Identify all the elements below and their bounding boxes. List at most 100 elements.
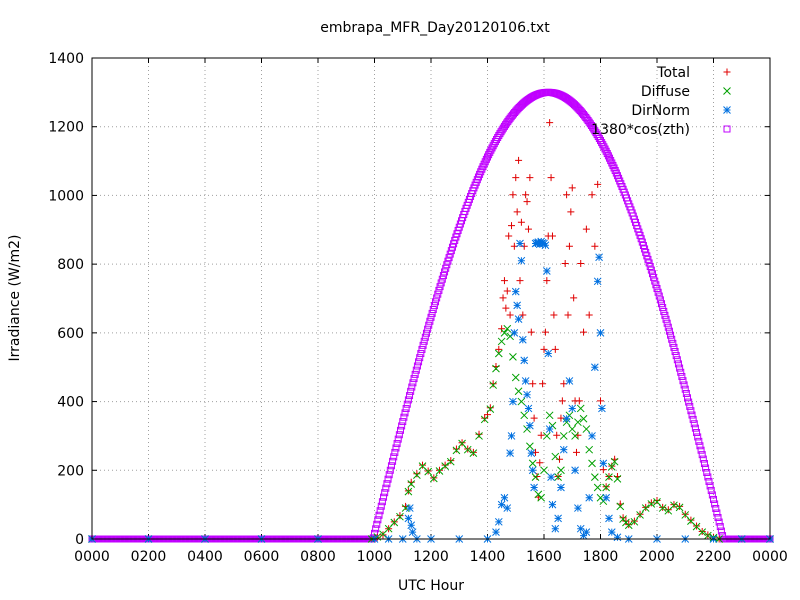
data-point xyxy=(559,445,568,454)
data-point xyxy=(411,370,419,378)
data-point xyxy=(469,449,478,457)
data-point xyxy=(526,442,534,451)
data-point xyxy=(644,255,652,263)
data-point xyxy=(406,392,414,400)
data-point xyxy=(593,483,602,492)
data-point xyxy=(506,311,514,319)
data-point xyxy=(630,517,639,526)
data-point xyxy=(648,270,656,278)
x-tick-label: 0200 xyxy=(131,549,167,565)
x-tick-label: 0800 xyxy=(300,549,336,565)
data-point xyxy=(484,153,491,161)
data-point xyxy=(434,290,442,298)
data-point xyxy=(712,504,720,512)
data-point xyxy=(390,453,398,461)
data-point xyxy=(396,512,404,520)
data-point xyxy=(381,489,389,497)
data-point xyxy=(387,462,395,470)
data-point xyxy=(567,208,575,216)
data-point xyxy=(579,414,588,423)
data-point xyxy=(537,431,545,439)
data-point xyxy=(407,478,415,486)
data-point xyxy=(427,313,435,321)
data-point xyxy=(700,460,708,468)
data-point xyxy=(384,475,392,483)
data-point xyxy=(479,163,487,171)
data-point xyxy=(576,524,585,533)
data-point xyxy=(516,277,524,285)
data-point xyxy=(415,358,423,366)
data-point xyxy=(704,473,712,481)
data-point xyxy=(556,455,564,463)
data-point xyxy=(499,294,507,302)
data-point xyxy=(396,426,404,434)
data-point xyxy=(516,239,524,248)
data-point xyxy=(680,381,688,389)
data-point xyxy=(601,145,609,153)
x-tick-label: 1600 xyxy=(526,549,562,565)
data-point xyxy=(389,457,397,465)
data-point xyxy=(502,304,510,312)
data-point xyxy=(714,514,722,522)
data-point xyxy=(607,462,616,471)
data-point xyxy=(708,491,716,499)
data-point xyxy=(658,504,667,512)
data-point xyxy=(684,394,692,402)
data-point xyxy=(382,484,390,492)
data-point xyxy=(598,404,606,413)
data-point xyxy=(669,339,677,347)
data-point xyxy=(685,398,693,406)
data-point xyxy=(424,467,433,476)
data-point xyxy=(503,504,512,512)
data-point xyxy=(570,294,578,302)
y-tick-label: 600 xyxy=(57,326,84,342)
x-tick-label: 0400 xyxy=(187,549,223,565)
data-point xyxy=(439,272,447,280)
data-point xyxy=(429,306,437,314)
data-point xyxy=(658,300,666,308)
data-point xyxy=(694,433,702,441)
data-point xyxy=(582,225,590,233)
data-point xyxy=(600,143,608,151)
data-point xyxy=(565,377,574,385)
data-point xyxy=(577,259,585,267)
data-point xyxy=(663,319,671,327)
data-point xyxy=(399,418,407,426)
data-point xyxy=(515,156,523,164)
data-point xyxy=(513,301,522,310)
data-point xyxy=(602,493,611,502)
data-point xyxy=(413,470,421,478)
data-point xyxy=(413,362,421,370)
data-point xyxy=(416,354,424,362)
data-point xyxy=(435,467,444,475)
data-point xyxy=(647,266,655,274)
data-point xyxy=(690,420,698,428)
data-point xyxy=(402,405,410,413)
data-point xyxy=(582,425,591,433)
data-point xyxy=(688,411,696,419)
data-point xyxy=(435,286,443,294)
data-point xyxy=(446,457,455,466)
data-point xyxy=(531,473,540,482)
data-point xyxy=(574,504,582,512)
data-point xyxy=(419,461,427,469)
data-point xyxy=(409,379,417,387)
y-tick-label: 1200 xyxy=(48,120,84,136)
data-point xyxy=(646,263,654,271)
data-point xyxy=(486,148,494,156)
data-point xyxy=(432,298,440,306)
data-point xyxy=(686,402,694,410)
data-point xyxy=(497,337,506,346)
data-point xyxy=(641,504,650,512)
data-point xyxy=(497,500,506,509)
data-point xyxy=(429,474,438,483)
data-point xyxy=(561,259,569,267)
data-point xyxy=(514,387,523,396)
x-tick-label: 1000 xyxy=(357,549,393,565)
data-point xyxy=(716,523,724,531)
data-point xyxy=(713,509,721,517)
data-point xyxy=(562,414,571,423)
y-axis-label: Irradiance (W/m2) xyxy=(7,235,23,362)
data-point xyxy=(507,432,516,440)
data-point xyxy=(475,432,483,440)
